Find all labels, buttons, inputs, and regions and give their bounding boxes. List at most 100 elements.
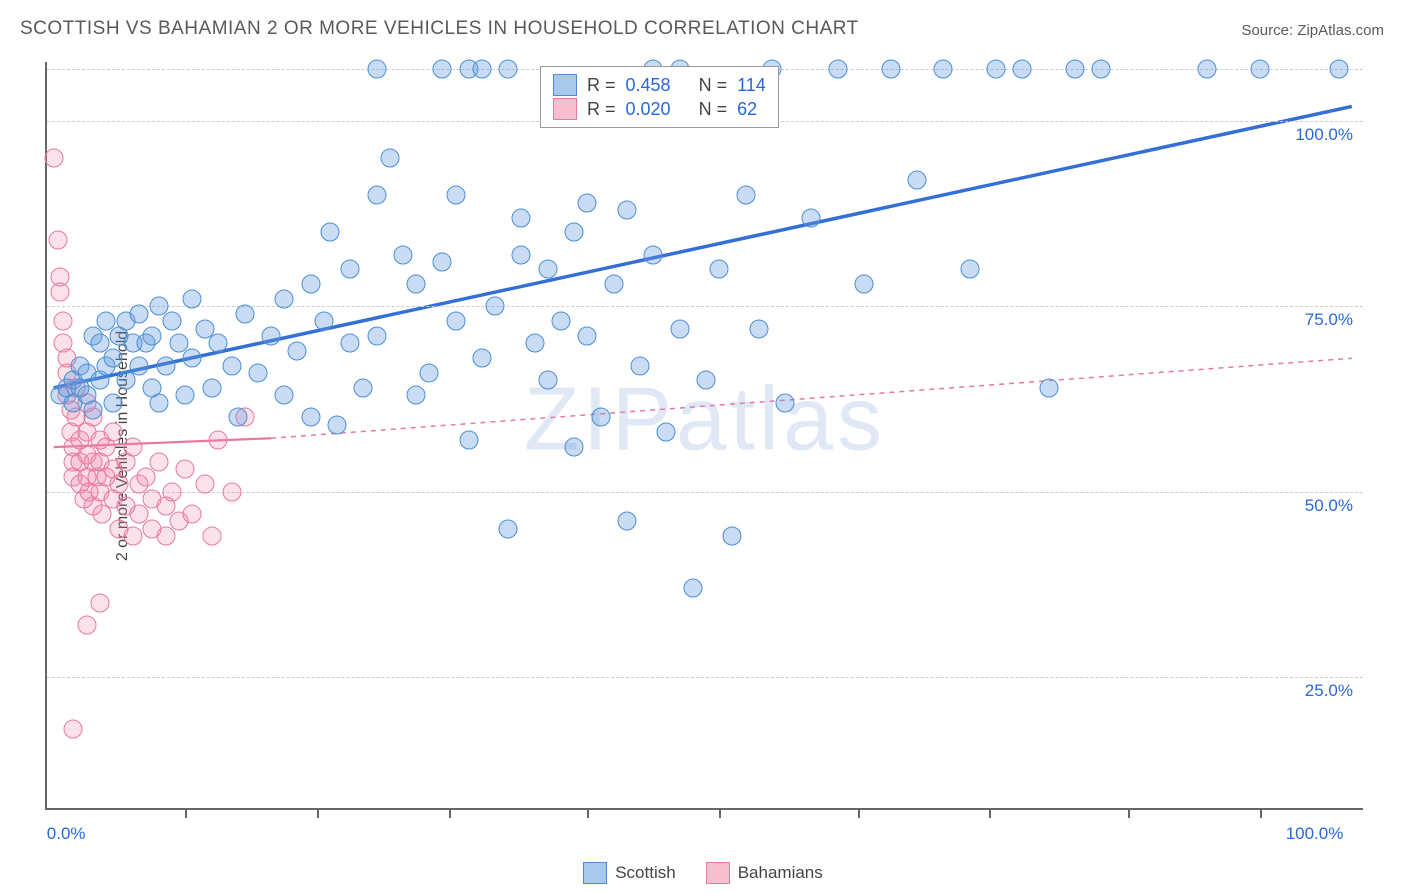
data-point xyxy=(163,482,182,501)
legend-label: Bahamians xyxy=(738,863,823,883)
data-point xyxy=(321,223,340,242)
data-point xyxy=(202,378,221,397)
data-point xyxy=(578,327,597,346)
data-point xyxy=(182,289,201,308)
data-point xyxy=(248,364,267,383)
data-point xyxy=(499,60,518,79)
x-tick xyxy=(587,808,589,818)
data-point xyxy=(472,60,491,79)
data-point xyxy=(367,327,386,346)
plot-area: ZIPatlas 25.0%50.0%75.0%100.0%0.0%100.0% xyxy=(45,62,1363,810)
data-point xyxy=(44,149,63,168)
data-point xyxy=(143,327,162,346)
legend-swatch xyxy=(553,74,577,96)
data-point xyxy=(341,260,360,279)
correlation-legend: R = 0.458 N = 114 R = 0.020 N = 62 xyxy=(540,66,779,128)
data-point xyxy=(934,60,953,79)
data-point xyxy=(802,208,821,227)
data-point xyxy=(512,208,531,227)
data-point xyxy=(604,275,623,294)
x-tick-label: 0.0% xyxy=(47,824,86,844)
data-point xyxy=(150,452,169,471)
data-point xyxy=(591,408,610,427)
data-point xyxy=(327,415,346,434)
legend-item: Bahamians xyxy=(706,862,823,884)
y-tick-label: 25.0% xyxy=(1305,681,1353,701)
data-point xyxy=(1197,60,1216,79)
x-tick-label: 100.0% xyxy=(1286,824,1344,844)
data-point xyxy=(48,230,67,249)
data-point xyxy=(538,260,557,279)
data-point xyxy=(1066,60,1085,79)
data-point xyxy=(275,289,294,308)
data-point xyxy=(123,438,142,457)
data-point xyxy=(433,252,452,271)
data-point xyxy=(163,312,182,331)
data-point xyxy=(196,475,215,494)
legend-row: R = 0.020 N = 62 xyxy=(553,98,766,120)
r-label: R = xyxy=(587,99,616,120)
data-point xyxy=(657,423,676,442)
data-point xyxy=(136,467,155,486)
data-point xyxy=(123,526,142,545)
data-point xyxy=(182,349,201,368)
data-point xyxy=(525,334,544,353)
data-point xyxy=(578,193,597,212)
data-point xyxy=(433,60,452,79)
data-point xyxy=(176,460,195,479)
chart-container: { "title": "SCOTTISH VS BAHAMIAN 2 OR MO… xyxy=(0,0,1406,892)
data-point xyxy=(407,386,426,405)
data-point xyxy=(855,275,874,294)
x-tick xyxy=(1128,808,1130,818)
data-point xyxy=(907,171,926,190)
data-point xyxy=(222,482,241,501)
legend-swatch xyxy=(583,862,607,884)
data-point xyxy=(1250,60,1269,79)
n-value: 62 xyxy=(737,99,757,120)
data-point xyxy=(472,349,491,368)
data-point xyxy=(84,401,103,420)
data-point xyxy=(723,526,742,545)
x-tick xyxy=(317,808,319,818)
data-point xyxy=(77,615,96,634)
legend-row: R = 0.458 N = 114 xyxy=(553,74,766,96)
data-point xyxy=(156,356,175,375)
legend-label: Scottish xyxy=(615,863,675,883)
data-point xyxy=(828,60,847,79)
data-point xyxy=(150,393,169,412)
x-tick xyxy=(858,808,860,818)
data-point xyxy=(881,60,900,79)
r-value: 0.458 xyxy=(626,75,671,96)
data-point xyxy=(103,349,122,368)
r-value: 0.020 xyxy=(626,99,671,120)
x-tick xyxy=(449,808,451,818)
data-point xyxy=(1013,60,1032,79)
data-point xyxy=(393,245,412,264)
data-point xyxy=(103,393,122,412)
legend-swatch xyxy=(706,862,730,884)
data-point xyxy=(1092,60,1111,79)
data-point xyxy=(314,312,333,331)
x-tick xyxy=(185,808,187,818)
data-point xyxy=(446,312,465,331)
data-point xyxy=(64,719,83,738)
data-point xyxy=(380,149,399,168)
x-tick xyxy=(989,808,991,818)
data-point xyxy=(1039,378,1058,397)
data-point xyxy=(301,275,320,294)
data-point xyxy=(176,386,195,405)
data-point xyxy=(631,356,650,375)
data-point xyxy=(644,245,663,264)
gridline xyxy=(47,677,1363,678)
n-label: N = xyxy=(699,99,728,120)
data-point xyxy=(222,356,241,375)
data-point xyxy=(420,364,439,383)
data-point xyxy=(229,408,248,427)
data-point xyxy=(130,304,149,323)
data-point xyxy=(354,378,373,397)
data-point xyxy=(110,475,129,494)
x-tick xyxy=(1260,808,1262,818)
data-point xyxy=(156,526,175,545)
data-point xyxy=(209,334,228,353)
series-legend: Scottish Bahamians xyxy=(0,862,1406,884)
